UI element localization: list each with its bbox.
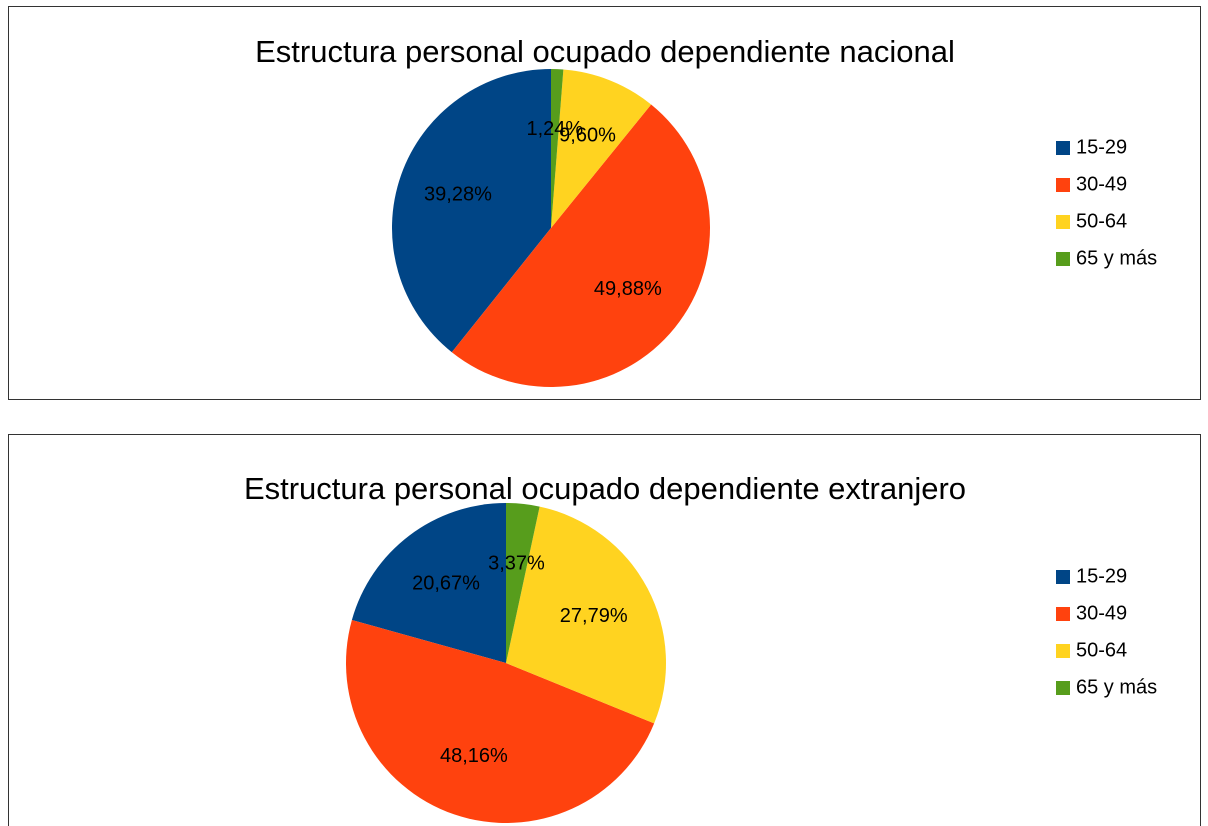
data-label: 27,79% [560,605,628,627]
data-label: 9,60% [559,125,616,147]
data-label: 48,16% [440,745,508,767]
legend-label: 15-29 [1076,136,1127,158]
pie-slice [346,620,655,823]
legend-label: 30-49 [1076,173,1127,195]
legend-swatch [1056,681,1070,695]
pie-slice [551,69,652,229]
pie-slice [451,104,710,387]
legend-label: 15-29 [1076,565,1127,587]
legend-swatch [1056,607,1070,621]
pie-slice [351,503,506,663]
pie-slice [506,503,540,663]
legend-swatch [1056,644,1070,658]
data-label: 20,67% [412,572,480,594]
chart-title: Estructura personal ocupado dependiente … [244,471,966,506]
pie-slice [506,506,666,724]
legend-swatch [1056,252,1070,266]
legend-label: 65 y más [1076,676,1157,698]
legend-label: 65 y más [1076,247,1157,269]
legend-swatch [1056,215,1070,229]
legend-label: 50-64 [1076,639,1127,661]
data-label: 1,24% [526,118,583,140]
legend-label: 30-49 [1076,602,1127,624]
legend-swatch [1056,141,1070,155]
data-label: 39,28% [424,184,492,206]
data-label: 3,37% [488,553,545,575]
data-label: 49,88% [594,278,662,300]
legend-label: 50-64 [1076,210,1127,232]
chart-title: Estructura personal ocupado dependiente … [255,34,955,69]
pie-slice [551,69,564,228]
pie-slice [392,69,551,353]
legend-swatch [1056,178,1070,192]
legend-swatch [1056,570,1070,584]
